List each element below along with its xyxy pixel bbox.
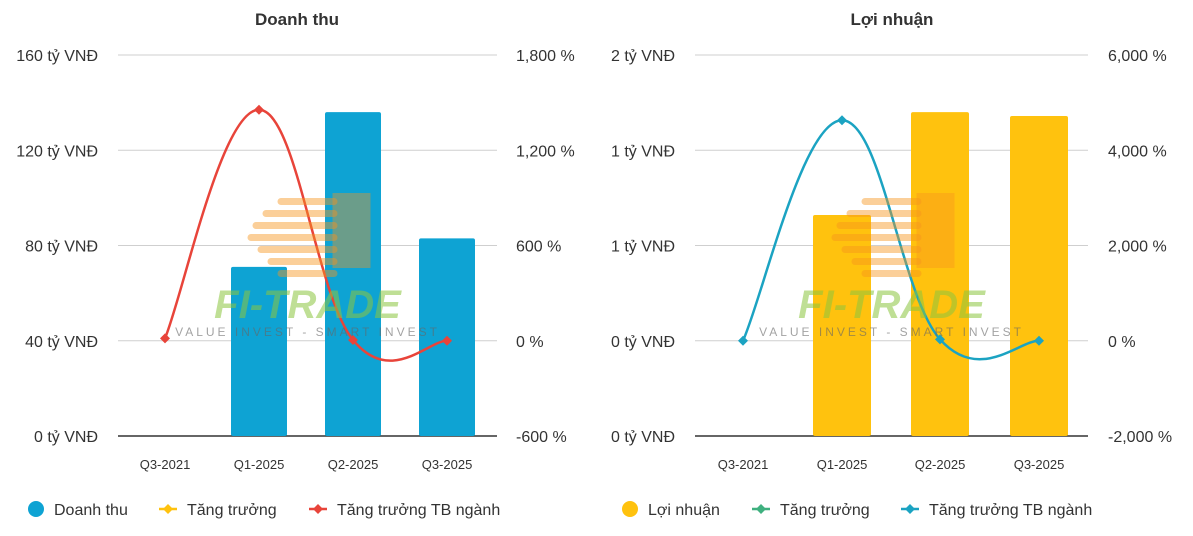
legend-swatch <box>28 501 44 517</box>
series-point <box>1034 335 1044 346</box>
legend-swatch-marker <box>163 504 173 514</box>
y-left-tick-label: 0 tỷ VNĐ <box>34 429 98 446</box>
bar-Q1-2025 <box>813 215 871 436</box>
y-right-tick-label: 0 % <box>1108 334 1136 351</box>
y-left-tick-label: 0 tỷ VNĐ <box>611 429 675 446</box>
series-point <box>348 334 358 345</box>
y-left-tick-label: 0 tỷ VNĐ <box>611 334 675 351</box>
legend-label: Tăng trưởng TB ngành <box>929 502 1092 519</box>
legend-swatch-marker <box>756 504 766 514</box>
watermark-stripe <box>861 198 922 205</box>
watermark-stripe <box>267 258 338 265</box>
watermark-stripe <box>831 234 922 241</box>
y-left-tick-label: 1 tỷ VNĐ <box>611 143 675 160</box>
x-tick-label: Q1-2025 <box>234 457 285 472</box>
watermark-brand: FI-TRADE <box>214 283 402 327</box>
y-right-tick-label: -600 % <box>516 429 567 446</box>
watermark-stripe <box>262 210 338 217</box>
watermark-stripe <box>836 222 922 229</box>
y-left-tick-label: 160 tỷ VNĐ <box>16 48 98 65</box>
watermark-block <box>916 193 955 268</box>
legend-item-1: Tăng trưởng <box>752 502 870 519</box>
legend-swatch <box>622 501 638 517</box>
y-right-tick-label: 600 % <box>516 239 561 256</box>
bar-Q2-2025 <box>911 112 969 437</box>
y-right-tick-label: 4,000 % <box>1108 143 1167 160</box>
x-tick-label: Q3-2021 <box>718 457 769 472</box>
y-left-tick-label: 120 tỷ VNĐ <box>16 143 98 160</box>
chart-1: Lợi nhuận 2 tỷ VNĐ 6,000 % 1 tỷ VNĐ 4,000 % 1… <box>611 10 1172 519</box>
y-left-tick-label: 1 tỷ VNĐ <box>611 239 675 256</box>
legend-label: Lợi nhuận <box>648 502 720 519</box>
legend-label: Tăng trưởng <box>187 502 277 519</box>
legend-label: Tăng trưởng TB ngành <box>337 502 500 519</box>
watermark-stripe <box>277 198 338 205</box>
y-right-tick-label: 1,200 % <box>516 143 575 160</box>
y-right-tick-label: 1,800 % <box>516 48 575 65</box>
y-left-tick-label: 80 tỷ VNĐ <box>25 239 98 256</box>
watermark-stripe <box>851 258 922 265</box>
legend-swatch-marker <box>905 504 915 514</box>
chart-title: Lợi nhuận <box>851 10 934 29</box>
legend-item-1: Tăng trưởng <box>159 502 277 519</box>
legend-item-0: Lợi nhuận <box>622 501 720 519</box>
watermark-stripe <box>846 210 922 217</box>
legend-item-0: Doanh thu <box>28 501 128 519</box>
series-point <box>254 104 264 115</box>
series-point <box>160 333 170 344</box>
series-line-1 <box>163 108 448 362</box>
x-tick-label: Q2-2025 <box>328 457 379 472</box>
y-right-tick-label: 2,000 % <box>1108 239 1167 256</box>
series-point <box>837 115 847 126</box>
legend-label: Tăng trưởng <box>780 502 870 519</box>
x-tick-label: Q2-2025 <box>915 457 966 472</box>
legend-label: Doanh thu <box>54 502 128 519</box>
y-right-tick-label: -2,000 % <box>1108 429 1172 446</box>
watermark-tagline: VALUE INVEST - SMART INVEST <box>175 325 440 339</box>
chart-0: Doanh thu 160 tỷ VNĐ 1,800 % 120 tỷ VNĐ 1,20… <box>16 10 575 519</box>
watermark-stripe <box>277 270 338 277</box>
bar-Q2-2025 <box>325 112 381 437</box>
y-right-tick-label: 0 % <box>516 334 544 351</box>
y-right-tick-label: 6,000 % <box>1108 48 1167 65</box>
watermark-stripe <box>247 234 338 241</box>
bar-Q3-2025 <box>1010 115 1068 437</box>
x-tick-label: Q3-2025 <box>422 457 473 472</box>
series-line-1 <box>741 118 1040 361</box>
x-tick-label: Q1-2025 <box>817 457 868 472</box>
legend-item-2: Tăng trưởng TB ngành <box>901 502 1092 519</box>
watermark-stripe <box>841 246 922 253</box>
legend-item-2: Tăng trưởng TB ngành <box>309 502 500 519</box>
chart-title: Doanh thu <box>255 10 339 29</box>
series-point <box>442 335 452 346</box>
legend-swatch-marker <box>313 504 323 514</box>
watermark-block <box>332 193 371 268</box>
series-point <box>935 334 945 345</box>
watermark-brand: FI-TRADE <box>798 283 986 327</box>
watermark-stripe <box>252 222 338 229</box>
watermark-tagline: VALUE INVEST - SMART INVEST <box>759 325 1024 339</box>
y-left-tick-label: 2 tỷ VNĐ <box>611 48 675 65</box>
x-tick-label: Q3-2025 <box>1014 457 1065 472</box>
watermark-stripe <box>257 246 338 253</box>
series-point <box>738 335 748 346</box>
y-left-tick-label: 40 tỷ VNĐ <box>25 334 98 351</box>
bar-Q1-2025 <box>231 266 287 436</box>
x-tick-label: Q3-2021 <box>140 457 191 472</box>
watermark-stripe <box>861 270 922 277</box>
